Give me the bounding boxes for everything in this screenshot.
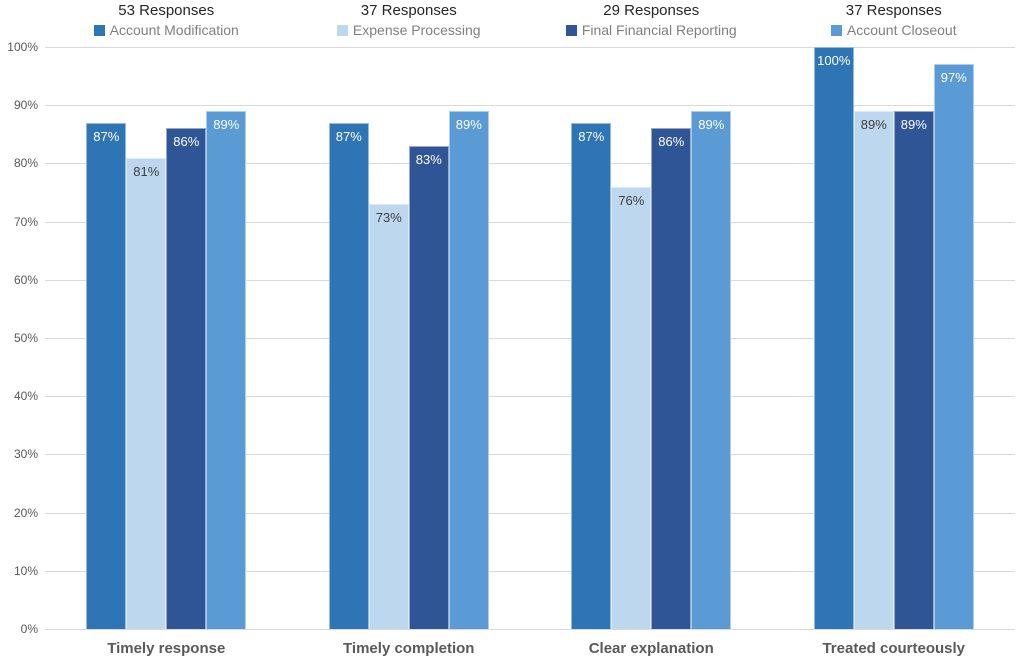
gridline	[45, 279, 1015, 281]
bar-value-label: 89%	[900, 117, 927, 133]
legend-response-count: 37 Responses	[845, 2, 942, 19]
gridline	[45, 512, 1015, 514]
bar-value-label: 81%	[133, 163, 160, 179]
category-label: Timely response	[107, 640, 226, 657]
legend-swatch-icon	[830, 24, 842, 36]
y-axis-tick-label: 0%	[20, 622, 38, 636]
bar-value-label: 89%	[698, 117, 725, 133]
legend-series: Account Modification	[93, 22, 239, 38]
bar: 89%	[853, 111, 894, 629]
gridline	[45, 338, 1015, 339]
bar: 87%	[86, 122, 127, 629]
category-label: Treated courteously	[822, 640, 966, 657]
y-axis-tick-label: 10%	[13, 563, 38, 578]
category-label: Timely completion	[343, 640, 475, 657]
bar: 100%	[813, 47, 854, 629]
bar-value-label: 87%	[578, 128, 605, 144]
bar: 86%	[166, 128, 207, 629]
gridline	[45, 629, 1015, 630]
bar: 87%	[328, 122, 369, 629]
gridline	[45, 105, 1015, 107]
bar-value-label: 89%	[213, 117, 240, 133]
legend-label: Account Modification	[109, 22, 239, 38]
category-axis: Timely response Timely completion Clear ex…	[45, 640, 1015, 657]
bar: 89%	[206, 111, 247, 629]
bar-groups: 87% 81% 86% 89% 87% 73% 83% 89% 87% 76% 86% 89% 100%…	[45, 47, 1015, 629]
y-axis-tick-label: 50%	[13, 331, 38, 345]
bar-value-label: 76%	[618, 192, 645, 208]
bar: 89%	[448, 111, 489, 629]
legend-swatch-icon	[336, 24, 348, 36]
bar-value-label: 89%	[455, 117, 482, 133]
legend-entry: 53 Responses Account Modification	[45, 2, 288, 38]
gridline	[45, 396, 1015, 398]
bar-group: 100% 89% 89% 97%	[773, 47, 1016, 629]
bar-value-label: 86%	[658, 134, 685, 150]
bar-group: 87% 76% 86% 89%	[530, 111, 773, 629]
gridline	[45, 221, 1015, 223]
bar-value-label: 87%	[335, 128, 362, 144]
bar: 86%	[651, 128, 692, 629]
bar-group: 87% 81% 86% 89%	[45, 111, 288, 629]
bar-value-label: 100%	[817, 53, 851, 68]
bar-value-label: 83%	[415, 151, 442, 167]
legend-entry: 29 Responses Final Financial Reporting	[530, 2, 773, 38]
gridline	[45, 163, 1015, 165]
y-axis-tick-label: 30%	[13, 447, 38, 462]
legend-series: Account Closeout	[830, 22, 957, 38]
bar-value-label: 87%	[93, 128, 120, 144]
bar-value-label: 86%	[173, 134, 200, 150]
legend-series: Expense Processing	[336, 22, 481, 38]
legend-label: Account Closeout	[846, 22, 957, 38]
legend-entry: 37 Responses Account Closeout	[773, 2, 1016, 38]
legend-swatch-icon	[565, 24, 577, 36]
y-axis-tick-label: 40%	[13, 389, 38, 404]
bar: 89%	[893, 111, 934, 629]
legend-response-count: 29 Responses	[603, 2, 700, 19]
gridline	[45, 47, 1015, 48]
legend-label: Expense Processing	[352, 22, 481, 38]
gridline	[45, 454, 1015, 456]
category-label: Clear explanation	[588, 640, 714, 657]
y-axis-tick-label: 60%	[13, 272, 38, 287]
gridline	[45, 570, 1015, 572]
legend-response-count: 37 Responses	[360, 2, 457, 19]
bar: 97%	[933, 64, 974, 629]
legend-response-count: 53 Responses	[118, 2, 215, 19]
bar-value-label: 97%	[940, 70, 967, 86]
bar: 73%	[368, 204, 409, 629]
bar-value-label: 89%	[860, 117, 887, 133]
y-axis-tick-label: 70%	[13, 214, 38, 229]
bar-group: 87% 73% 83% 89%	[288, 111, 531, 629]
bar: 89%	[691, 111, 732, 629]
bar: 76%	[611, 186, 652, 629]
bar: 81%	[126, 157, 167, 629]
legend-entry: 37 Responses Expense Processing	[288, 2, 531, 38]
bar: 87%	[571, 122, 612, 629]
legend-label: Final Financial Reporting	[581, 22, 737, 38]
y-axis-tick-label: 20%	[13, 505, 38, 520]
bar: 83%	[408, 145, 449, 629]
y-axis-tick-label: 90%	[13, 98, 38, 113]
legend-swatch-icon	[93, 24, 105, 36]
legend-series: Final Financial Reporting	[565, 22, 737, 38]
chart-legend: 53 Responses Account Modification 37 Respo…	[45, 2, 1015, 38]
y-axis-tick-label: 80%	[13, 156, 38, 171]
y-axis-tick-label: 100%	[7, 40, 38, 54]
bar-value-label: 73%	[375, 210, 402, 226]
